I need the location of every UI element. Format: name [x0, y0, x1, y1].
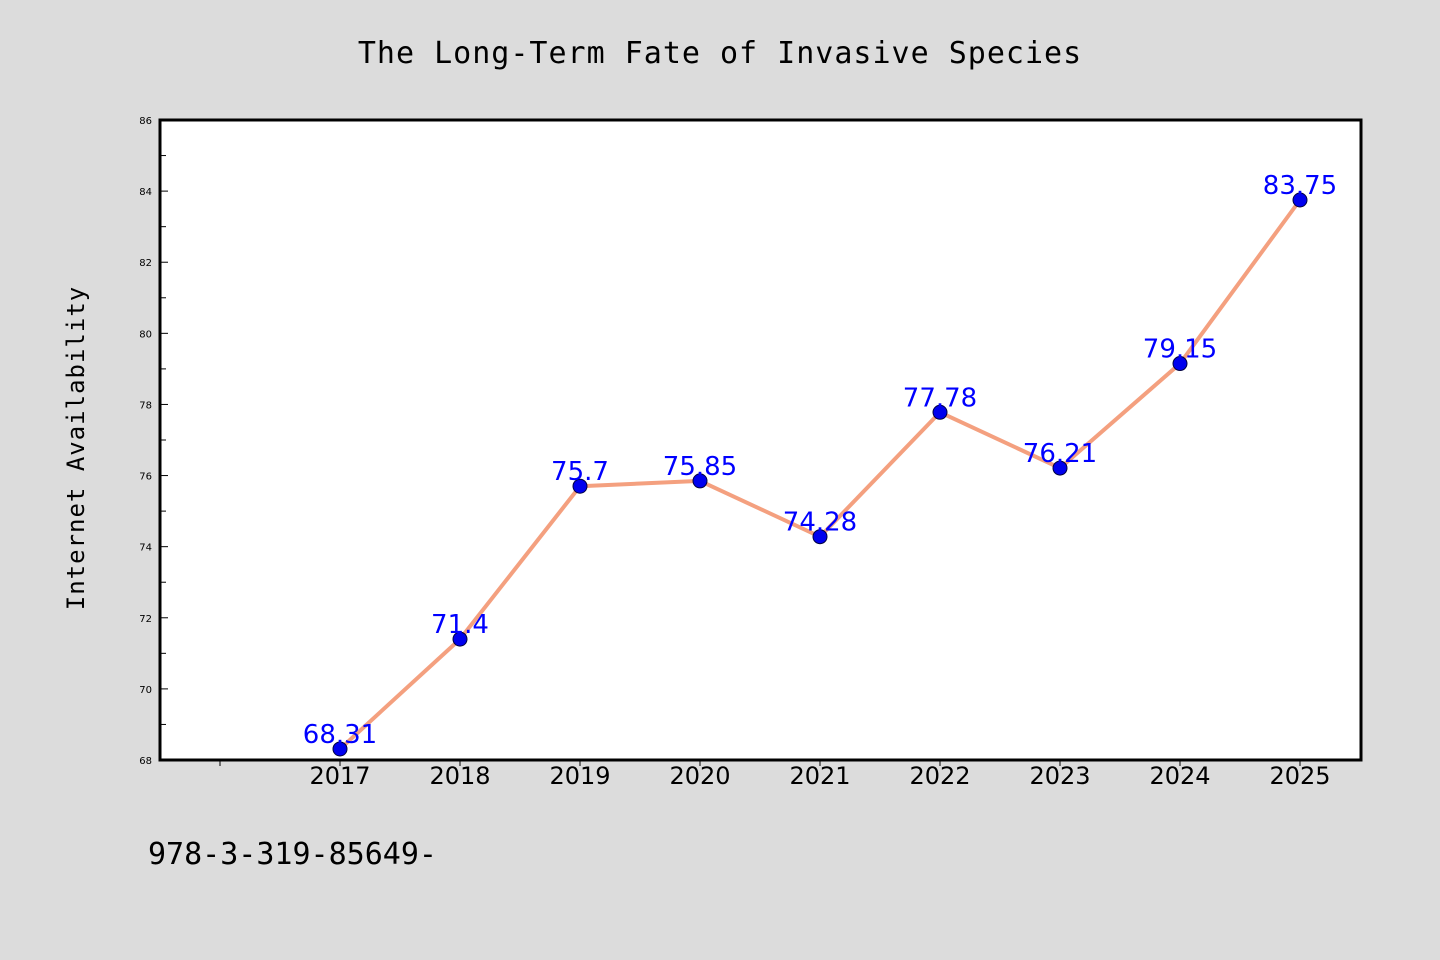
data-point — [452, 631, 468, 647]
y-tick-label: 78 — [139, 400, 152, 411]
data-label: 68.31 — [303, 720, 377, 750]
data-label: 77.78 — [903, 383, 977, 413]
y-tick-label: 84 — [139, 187, 152, 198]
data-point — [1052, 460, 1068, 476]
data-label: 76.21 — [1023, 439, 1097, 469]
data-point — [932, 404, 948, 420]
y-tick-label: 68 — [139, 756, 152, 767]
y-axis: 68 70 72 74 76 78 80 82 84 86 — [139, 116, 168, 767]
data-label: 71.4 — [431, 610, 489, 640]
x-tick-label: 2020 — [669, 762, 730, 790]
y-axis-label: Internet Availability — [62, 286, 90, 610]
data-point — [332, 741, 348, 757]
data-point — [692, 473, 708, 489]
y-tick-label: 86 — [139, 116, 152, 127]
data-point — [812, 529, 828, 545]
x-tick-label: 2024 — [1149, 762, 1210, 790]
x-tick-label: 2022 — [909, 762, 970, 790]
data-label: 79.15 — [1143, 335, 1217, 365]
y-tick-label: 82 — [139, 258, 152, 269]
data-point — [572, 478, 588, 494]
plot-area — [158, 118, 1363, 762]
data-label: 83.75 — [1263, 171, 1337, 201]
y-tick-label: 74 — [139, 543, 152, 554]
y-tick-label: 76 — [139, 472, 152, 483]
data-label: 75.7 — [551, 457, 609, 487]
y-tick-label: 70 — [139, 685, 152, 696]
data-point — [1172, 356, 1188, 372]
y-tick-label: 72 — [139, 614, 152, 625]
x-tick-label: 2021 — [789, 762, 850, 790]
x-tick-label: 2018 — [429, 762, 490, 790]
x-tick-label: 2017 — [309, 762, 370, 790]
footnote: 978-3-319-85649- — [148, 837, 437, 872]
data-label: 74.28 — [783, 508, 857, 538]
y-tick-label: 80 — [139, 329, 152, 340]
chart-title: The Long-Term Fate of Invasive Species — [358, 36, 1082, 71]
x-axis: 2017 2018 2019 2020 2021 2022 2023 2024 2025 — [219, 760, 1331, 790]
series-layer: 68.31 71.4 75.7 75.85 74.28 77.78 76.21 79.15 83… — [303, 171, 1337, 757]
x-tick-label: 2019 — [549, 762, 610, 790]
x-tick-label: 2023 — [1029, 762, 1090, 790]
x-tick-label: 2025 — [1269, 762, 1330, 790]
data-point — [1292, 192, 1308, 208]
data-label: 75.85 — [663, 452, 737, 482]
